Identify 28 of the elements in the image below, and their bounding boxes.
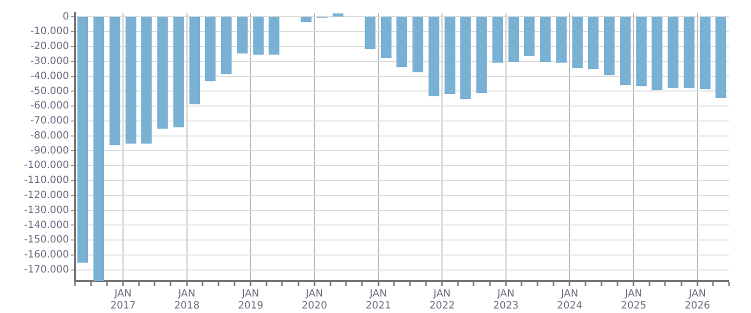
y-tick-label: -140.000 [24,220,69,231]
x-tick-label: JAN 2026 [684,288,710,312]
y-tick-label: -120.000 [24,190,69,201]
y-tick-label: -80.000 [30,130,69,142]
y-tick-label: -70.000 [30,116,69,127]
y-tick-label: -10.000 [30,26,69,38]
x-tick-label: JAN 2022 [429,288,455,312]
y-tick-label: -40.000 [30,70,69,82]
y-tick-label: -110.000 [24,175,69,186]
y-tick-label: -150.000 [24,234,69,246]
y-tick-label: -130.000 [24,204,69,216]
x-tick-label: JAN 2020 [302,288,328,312]
y-tick-label: -50.000 [30,86,69,97]
x-tick-label: JAN 2018 [174,288,200,312]
y-tick-label: -20.000 [30,41,69,52]
x-tick-label: JAN 2019 [238,288,264,312]
x-tick-label: JAN 2023 [493,288,519,312]
y-tick-label: -30.000 [30,56,69,67]
y-tick-label: -60.000 [30,100,69,112]
x-tick-label: JAN 2021 [366,288,392,312]
y-tick-label: -90.000 [30,145,69,156]
x-tick-label: JAN 2017 [110,288,136,312]
x-tick-label: JAN 2024 [556,288,582,312]
y-tick-label: -160.000 [24,250,69,261]
y-tick-label: -170.000 [24,264,69,276]
y-tick-label: -100.000 [24,160,69,172]
y-tick-label: 0 [62,11,69,22]
x-tick-label: JAN 2025 [620,288,646,312]
